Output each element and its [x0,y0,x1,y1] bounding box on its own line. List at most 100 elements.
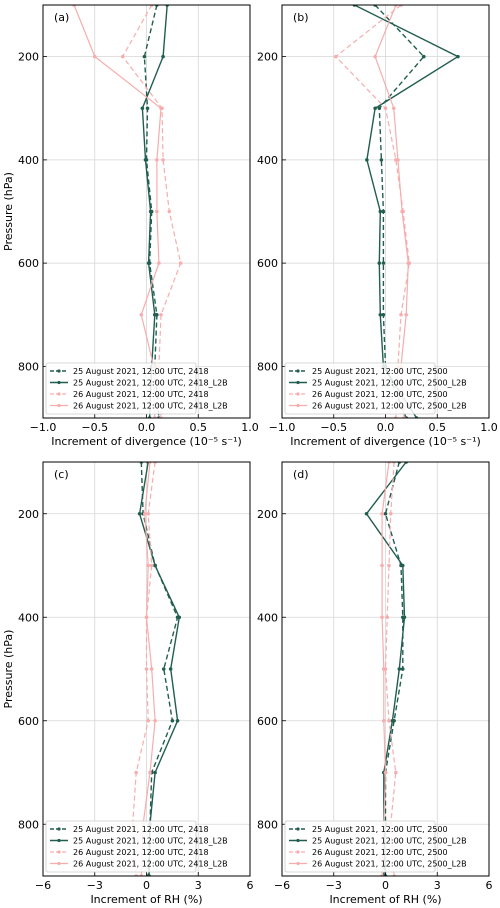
data-point [364,511,369,516]
legend-entry: 25 August 2021, 12:00 UTC, 2418 [73,367,209,376]
chart-panel-1: −1.0 −0.5 0.0 0.5 1.0 200 400 600 800 (a) Incremen… [2,4,259,448]
data-point [159,106,163,111]
legend: 25 August 2021, 12:00 UTC, 2418 25 August… [45,820,228,873]
y-tick-label: 200 [18,508,39,521]
data-point [137,511,142,516]
data-point [155,158,159,162]
data-point [400,563,405,568]
legend-box [45,362,197,415]
data-point [146,511,151,516]
legend-marker [57,838,61,843]
data-point [153,718,157,723]
series-line-2 [354,5,460,418]
data-point [148,209,153,214]
data-point [146,261,151,265]
x-tick-label: 6 [486,879,493,892]
y-tick-label: 400 [257,611,278,624]
x-axis-label: Increment of RH (%) [90,893,202,906]
data-point [144,667,149,671]
data-point [146,718,151,723]
data-point [155,209,159,214]
y-tick-label: 800 [18,818,39,831]
legend-marker [296,380,300,385]
data-point [161,667,166,671]
legend-box [284,362,436,415]
x-axis-label: Increment of divergence (10⁻⁵ s⁻¹) [290,435,481,448]
x-tick-label: 3 [195,879,202,892]
legend-entry: 26 August 2021, 12:00 UTC, 2500_L2B [312,402,467,411]
data-point [170,718,175,723]
x-tick-label: −0.5 [81,421,108,434]
data-point [167,209,172,214]
x-axis-label: Increment of divergence (10⁻⁵ s⁻¹) [51,435,242,448]
chart-panel-3: −6 −3 0 3 6 200 400 600 800 (c) Increment of RH (%… [2,461,254,906]
x-tick-label: 0 [143,879,150,892]
legend-entry: 26 August 2021, 12:00 UTC, 2418 [73,848,209,857]
y-tick-label: 200 [257,508,278,521]
data-point [387,718,391,723]
x-tick-label: 3 [434,879,441,892]
legend-marker [296,369,300,373]
data-point [391,106,396,111]
legend-box [45,820,197,873]
x-tick-label: −6 [35,879,51,892]
y-axis-label: Pressure (hPa) [2,172,15,251]
data-point [456,54,460,59]
legend-marker [296,392,300,396]
x-tick-label: 1.0 [241,421,259,434]
legend: 25 August 2021, 12:00 UTC, 2500 25 August… [284,820,467,873]
y-tick-label: 800 [257,818,278,831]
data-point [381,209,386,214]
data-point [387,563,391,568]
panel-label: (b) [293,11,309,24]
series-group [130,462,182,876]
legend-marker [57,392,61,396]
data-point [139,312,144,317]
data-point [381,261,386,265]
y-axis-label: Pressure (hPa) [2,630,15,709]
chart-panel-2: −1.0 −0.5 0.0 0.5 1.0 200 400 600 800 (b) Incremen… [257,4,498,448]
series-line-3 [334,5,410,418]
legend-marker [57,403,61,408]
legend-entry: 25 August 2021, 12:00 UTC, 2500 [312,367,448,376]
y-tick-label: 400 [18,611,39,624]
data-point [400,209,404,214]
panel-label: (c) [54,468,69,481]
y-tick-label: 200 [18,51,39,64]
legend-entry: 25 August 2021, 12:00 UTC, 2418_L2B [73,837,228,846]
y-tick-label: 600 [18,715,39,728]
data-point [142,511,147,516]
series-group [364,462,408,876]
data-point [159,312,163,317]
x-tick-label: −3 [326,879,342,892]
data-point [396,158,400,162]
x-tick-label: 6 [247,879,254,892]
data-point [152,312,157,317]
legend-entry: 26 August 2021, 12:00 UTC, 2500_L2B [312,860,467,869]
legend-marker [296,850,300,854]
series-group [72,5,183,418]
data-point [378,209,383,214]
data-point [143,158,148,162]
data-point [402,615,407,620]
data-point [400,667,405,671]
y-tick-label: 800 [257,360,278,373]
legend-marker [296,827,300,831]
legend-marker [57,369,61,373]
data-point [383,770,388,775]
data-point [381,667,386,671]
data-point [373,106,377,111]
data-point [378,312,383,317]
legend: 25 August 2021, 12:00 UTC, 2500 25 August… [284,362,467,415]
legend-entry: 26 August 2021, 12:00 UTC, 2500 [312,390,448,399]
data-point [92,54,97,59]
y-tick-label: 600 [257,715,278,728]
data-point [334,54,338,59]
data-point [377,106,382,111]
data-point [377,261,382,265]
data-point [140,106,145,111]
data-point [178,261,183,265]
y-tick-label: 200 [257,51,278,64]
legend-entry: 26 August 2021, 12:00 UTC, 2500 [312,848,448,857]
legend-marker [57,850,61,854]
